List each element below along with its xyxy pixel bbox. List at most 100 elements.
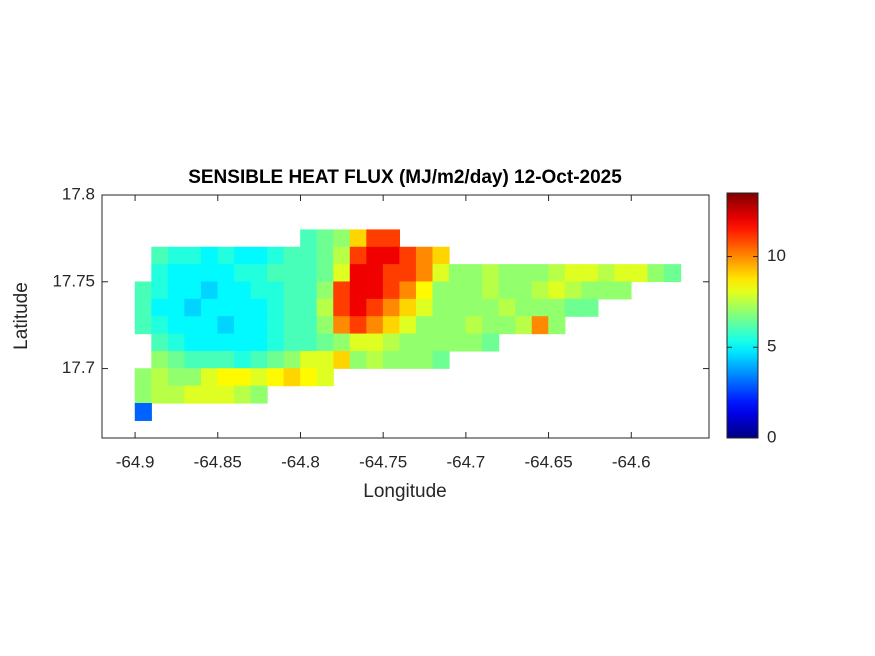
heat-cell [531,298,549,317]
colorbar [726,192,759,439]
heat-cell [316,264,334,283]
heat-cell [167,316,185,335]
heat-cell [349,350,367,369]
heat-cell [184,385,202,404]
heat-cell [200,264,219,283]
heat-cell [267,246,285,265]
heat-cell [217,316,235,335]
heat-cell [234,281,252,300]
heat-cell [217,350,235,369]
heat-cell [482,281,500,300]
heat-cell [333,229,351,248]
heat-cell [333,281,351,300]
heat-cell [316,368,334,387]
x-tick-label: -64.6 [612,452,651,471]
heat-cell [134,281,152,300]
heat-cell [333,264,351,283]
heat-cell [382,333,401,352]
heat-cell [449,333,467,352]
heat-cell [399,333,417,352]
heat-cell [184,281,202,300]
heat-cell [432,316,450,335]
heat-cell [184,368,202,387]
heat-cell [217,368,235,387]
heat-cell [333,298,351,317]
heat-cell [415,281,434,300]
heat-cell [167,264,185,283]
heat-cell [283,246,301,265]
heat-cell [366,316,384,335]
heat-cell [167,350,185,369]
heat-cell [333,316,351,335]
heat-cell [399,316,417,335]
heat-cell [217,298,235,317]
heat-cell [250,385,268,404]
heat-cell [134,385,152,404]
heat-cell [200,333,219,352]
colorbar-tick-label: 5 [767,337,776,356]
heat-cell [200,385,219,404]
heat-cell [134,298,152,317]
heat-cell [134,316,152,335]
heat-cell [134,402,152,421]
heat-cell [151,350,169,369]
heat-cell [399,246,417,265]
heat-cell [283,281,301,300]
heat-cell [267,298,285,317]
heat-cell [349,316,367,335]
heat-cell [234,316,252,335]
heat-cell [432,333,450,352]
heat-cell [614,264,632,283]
x-tick-label: -64.75 [359,452,407,471]
colorbar-tick-label: 10 [767,246,786,265]
heat-cell [498,264,516,283]
heat-cell [382,264,401,283]
heat-cell [151,333,169,352]
x-tick-label: -64.8 [281,452,320,471]
heat-cell [184,350,202,369]
heat-cell [250,264,268,283]
heat-cell [482,333,500,352]
heat-cell [498,298,516,317]
heat-cell [316,333,334,352]
x-axis-label: Longitude [363,481,446,502]
heat-cell [184,298,202,317]
heat-cell [349,246,367,265]
heat-cell [349,229,367,248]
heat-cell [415,350,434,369]
heat-cell [349,264,367,283]
heat-cell [267,368,285,387]
heat-cell [267,316,285,335]
heat-cell [316,316,334,335]
heat-cell [316,298,334,317]
heat-cell [366,333,384,352]
heat-cell [300,246,318,265]
heat-cell [200,281,219,300]
heat-cell [399,350,417,369]
heat-cell [366,246,384,265]
heat-cell [382,281,401,300]
y-tick-label: 17.7 [62,358,95,377]
heat-cell [382,246,401,265]
heat-cell [283,316,301,335]
heat-cell [283,298,301,317]
heat-cell [217,385,235,404]
y-tick-label: 17.75 [52,271,95,290]
heat-cell [300,298,318,317]
heat-cell [366,229,384,248]
heat-cell [283,350,301,369]
heat-cell [349,298,367,317]
heat-cell [267,350,285,369]
heat-cell [382,298,401,317]
heat-cell [167,385,185,404]
heat-cell [200,350,219,369]
heat-cell [366,350,384,369]
heat-cell [300,264,318,283]
heat-cell [415,316,434,335]
heat-cell [614,281,632,300]
heat-cell [581,264,599,283]
heat-cell [382,316,401,335]
heat-cell [234,264,252,283]
heat-cell [250,246,268,265]
heat-cell [300,316,318,335]
